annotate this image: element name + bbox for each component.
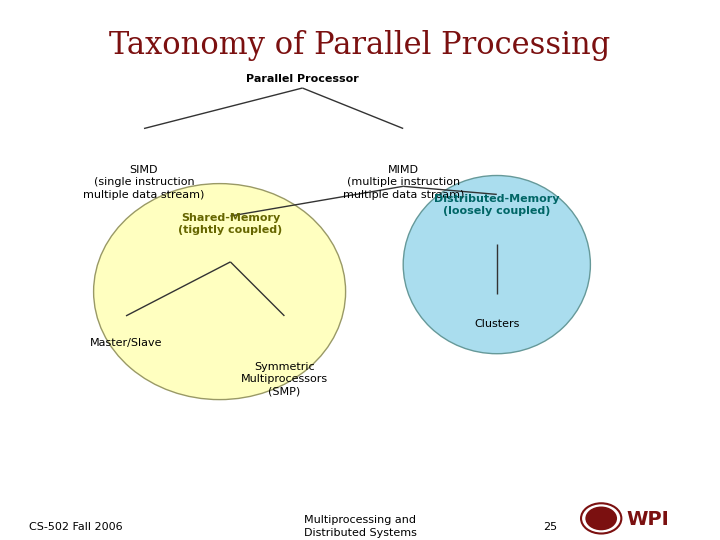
Text: CS-502 Fall 2006: CS-502 Fall 2006 xyxy=(29,522,122,531)
Text: Parallel Processor: Parallel Processor xyxy=(246,73,359,84)
Text: MIMD
(multiple instruction
multiple data stream): MIMD (multiple instruction multiple data… xyxy=(343,165,464,199)
Text: SIMD
(single instruction
multiple data stream): SIMD (single instruction multiple data s… xyxy=(84,165,204,199)
Text: Master/Slave: Master/Slave xyxy=(90,338,162,348)
Text: Taxonomy of Parallel Processing: Taxonomy of Parallel Processing xyxy=(109,30,611,60)
Text: Multiprocessing and
Distributed Systems: Multiprocessing and Distributed Systems xyxy=(304,515,416,538)
Circle shape xyxy=(581,503,621,534)
Text: Symmetric
Multiprocessors
(SMP): Symmetric Multiprocessors (SMP) xyxy=(240,362,328,396)
Text: Distributed-Memory
(loosely coupled): Distributed-Memory (loosely coupled) xyxy=(434,194,559,216)
Ellipse shape xyxy=(94,184,346,400)
Text: Shared-Memory
(tightly coupled): Shared-Memory (tightly coupled) xyxy=(179,213,282,235)
Text: WPI: WPI xyxy=(626,510,669,529)
Ellipse shape xyxy=(403,176,590,354)
Circle shape xyxy=(585,507,617,530)
Text: Clusters: Clusters xyxy=(474,319,520,329)
Text: 25: 25 xyxy=(544,522,558,531)
